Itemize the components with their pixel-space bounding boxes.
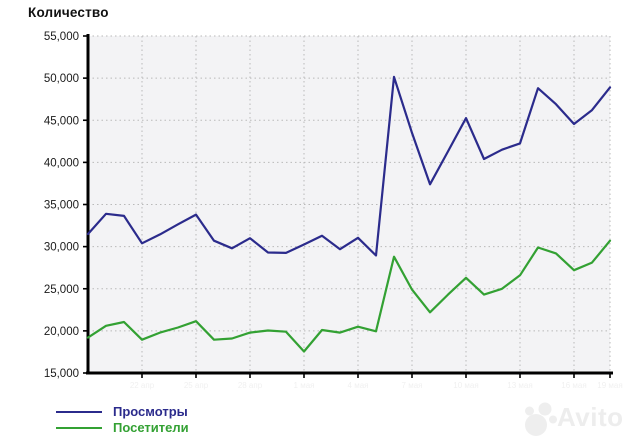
- plot-area: 15,000 20,000 25,000 30,000 35,000 40,000 45,0…: [44, 31, 623, 390]
- avito-logo-icon: [525, 402, 557, 436]
- legend-item-visitors: Посетители: [56, 421, 189, 435]
- visitors-line-swatch: [56, 427, 102, 429]
- svg-text:40,000: 40,000: [44, 157, 79, 169]
- svg-text:10 мая: 10 мая: [453, 381, 478, 390]
- svg-text:22 апр: 22 апр: [130, 381, 155, 390]
- svg-text:20,000: 20,000: [44, 326, 79, 338]
- legend-label-views: Просмотры: [113, 404, 188, 419]
- svg-text:4 мая: 4 мая: [348, 381, 369, 390]
- svg-text:25,000: 25,000: [44, 284, 79, 296]
- avito-watermark: Avito: [500, 396, 634, 440]
- svg-text:7 мая: 7 мая: [402, 381, 423, 390]
- svg-text:15,000: 15,000: [44, 368, 79, 380]
- svg-text:50,000: 50,000: [44, 73, 79, 85]
- chart-title: Количество: [28, 5, 109, 20]
- legend-label-visitors: Посетители: [113, 420, 189, 435]
- svg-text:45,000: 45,000: [44, 115, 79, 127]
- svg-text:19 мая: 19 мая: [597, 381, 622, 390]
- svg-text:55,000: 55,000: [44, 31, 79, 43]
- views-line-swatch: [56, 411, 102, 413]
- svg-text:25 апр: 25 апр: [184, 381, 209, 390]
- svg-text:1 мая: 1 мая: [294, 381, 315, 390]
- legend-item-views: Просмотры: [56, 405, 189, 419]
- svg-text:28 апр: 28 апр: [238, 381, 263, 390]
- chart-legend: Просмотры Посетители: [56, 405, 189, 435]
- svg-text:16 мая: 16 мая: [561, 381, 586, 390]
- avito-wordmark: Avito: [557, 402, 624, 432]
- svg-text:35,000: 35,000: [44, 200, 79, 212]
- svg-text:13 мая: 13 мая: [507, 381, 532, 390]
- svg-text:30,000: 30,000: [44, 242, 79, 254]
